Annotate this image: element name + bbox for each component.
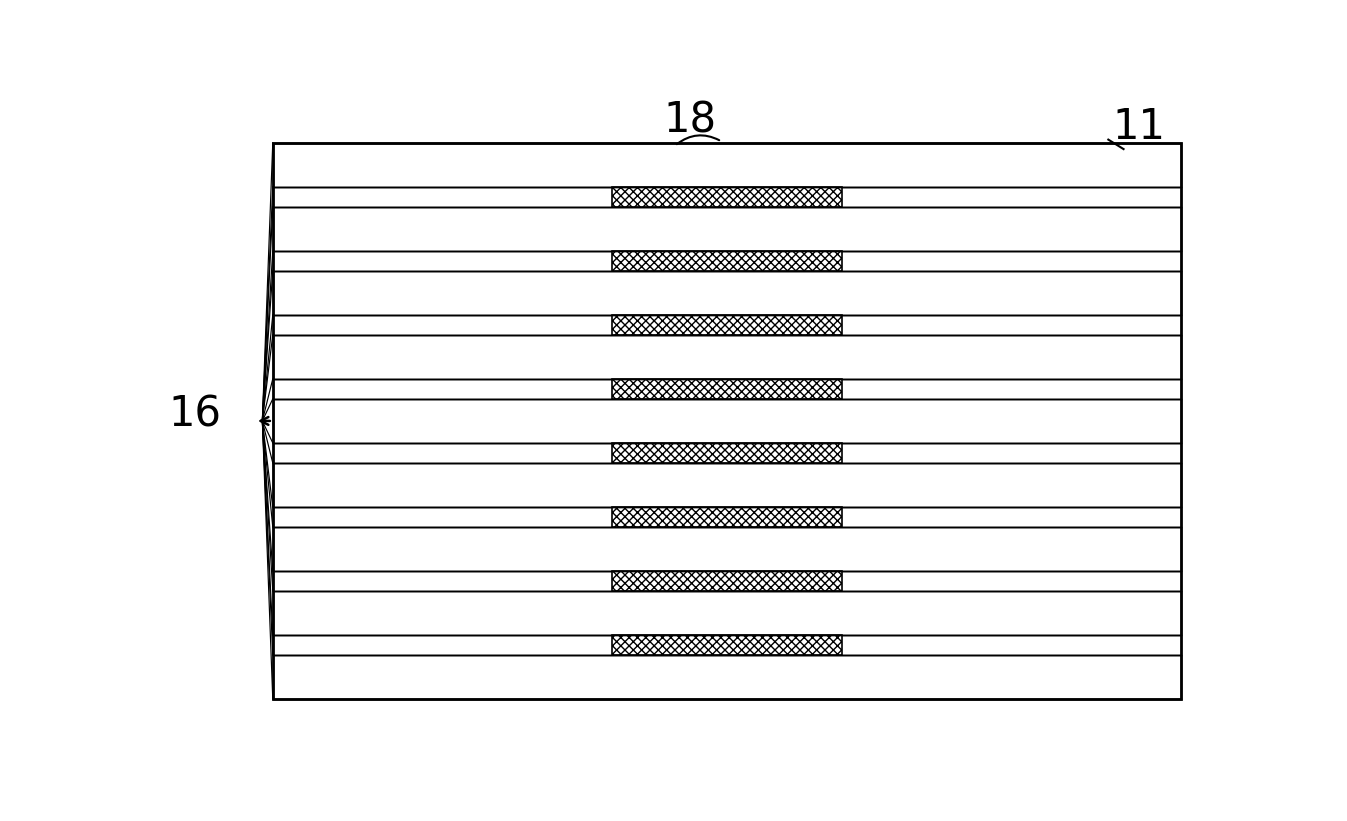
Bar	[612, 315, 842, 335]
Bar	[272, 143, 1181, 187]
Bar	[272, 527, 1181, 571]
Bar	[612, 187, 842, 207]
Text: 16: 16	[168, 393, 221, 436]
Text: 11: 11	[1113, 106, 1165, 148]
Text: 18: 18	[664, 99, 717, 142]
Bar	[612, 379, 842, 399]
Bar	[612, 571, 842, 591]
Bar	[612, 251, 842, 271]
Bar	[272, 143, 1181, 699]
Bar	[612, 635, 842, 655]
Bar	[272, 655, 1181, 699]
Bar	[272, 463, 1181, 507]
Bar	[272, 591, 1181, 635]
Bar	[272, 399, 1181, 443]
Bar	[272, 271, 1181, 315]
Bar	[612, 507, 842, 527]
Bar	[272, 335, 1181, 379]
Bar	[272, 207, 1181, 251]
Bar	[612, 443, 842, 463]
